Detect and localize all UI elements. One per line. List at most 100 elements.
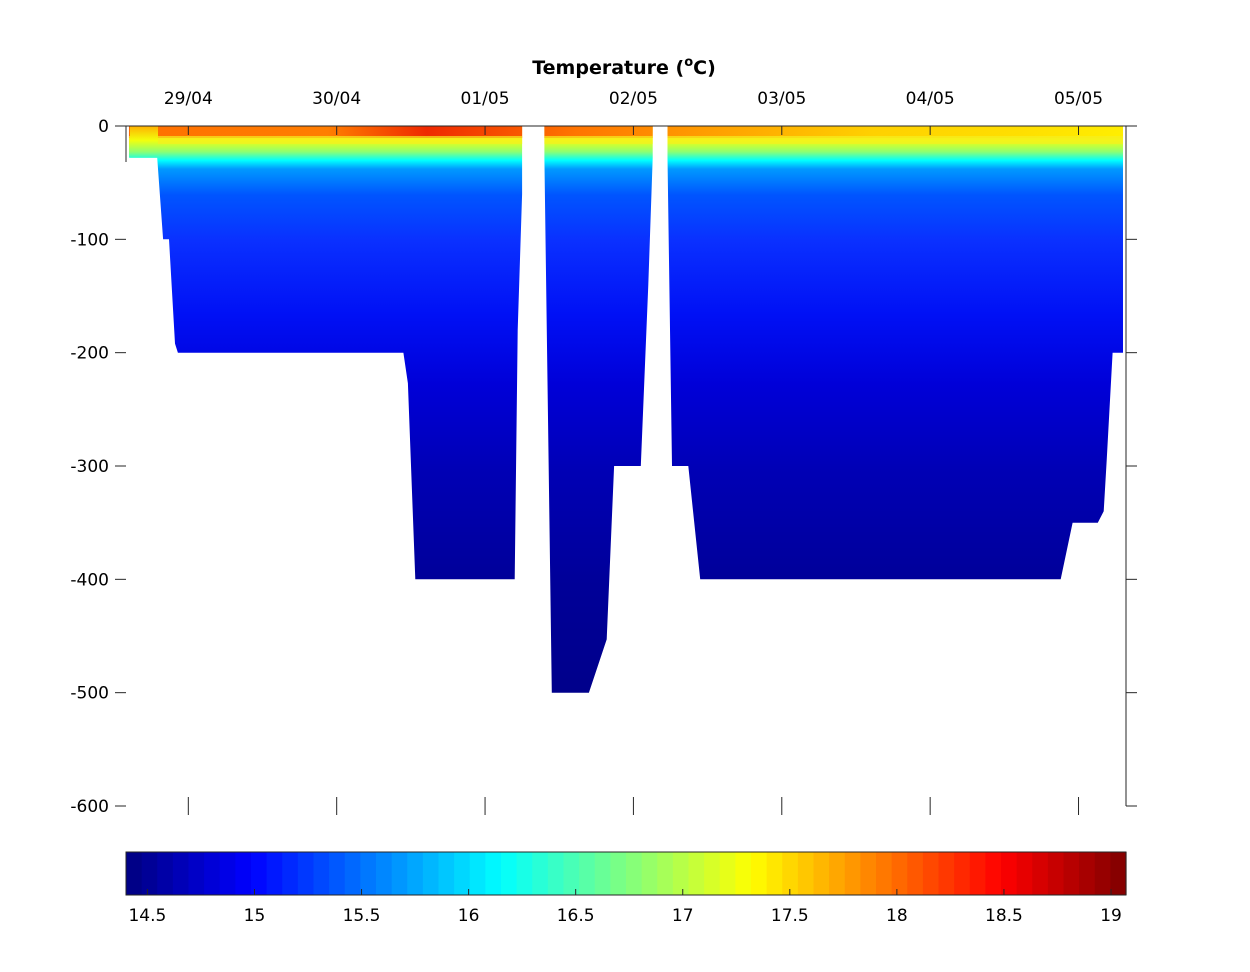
colorbar-swatch [360, 852, 377, 895]
colorbar-swatch [266, 852, 283, 895]
colorbar-swatch [579, 852, 596, 895]
colorbar-tick-label: 16 [458, 906, 480, 926]
surface-layer-1 [128, 126, 523, 138]
x-tick-label: 04/05 [906, 89, 955, 109]
x-tick-label: 29/04 [164, 89, 213, 109]
x-tick-label: 01/05 [461, 89, 510, 109]
colorbar-swatch [860, 852, 877, 895]
colorbar-swatch [985, 852, 1002, 895]
colorbar-swatch [969, 852, 986, 895]
data-segment-1 [129, 126, 523, 580]
colorbar-tick-label: 18.5 [985, 906, 1023, 926]
colorbar-frame [125, 851, 1127, 896]
colorbar-swatch [516, 852, 533, 895]
colorbar-swatch [844, 852, 861, 895]
colorbar-swatch [891, 852, 908, 895]
colorbar-swatch [735, 852, 752, 895]
colorbar-tick-label: 17.5 [771, 906, 809, 926]
colorbar-swatch [610, 852, 627, 895]
colorbar-swatch [719, 852, 736, 895]
colorbar-swatch [829, 852, 846, 895]
colorbar-swatch [641, 852, 658, 895]
plot-area [128, 126, 1124, 693]
colorbar-swatch [1016, 852, 1033, 895]
chart-title: Temperature (oC) [532, 55, 716, 79]
colorbar-swatch [1079, 852, 1096, 895]
surface-transition-1 [128, 136, 523, 144]
colorbar-swatch [751, 852, 768, 895]
y-tick-label: -100 [70, 230, 109, 250]
colorbar-tick-label: 19 [1100, 906, 1122, 926]
colorbar-ticks: 14.5 15 15.5 16 16.5 17 17.5 18 18.5 19 [128, 889, 1122, 926]
colorbar-swatch [704, 852, 721, 895]
colorbar-swatch [922, 852, 940, 895]
colorbar-swatch [876, 852, 893, 895]
colorbar-swatch [485, 852, 502, 895]
data-segment-edge [130, 126, 158, 158]
y-tick-label: -500 [70, 684, 109, 704]
x-tick-label: 30/04 [312, 89, 361, 109]
x-tick-label: 02/05 [609, 89, 658, 109]
colorbar-swatch [235, 852, 252, 895]
colorbar-tick-label: 16.5 [557, 906, 595, 926]
colorbar-swatch [407, 852, 424, 895]
x-axis-ticks: 29/04 30/04 01/05 02/05 03/05 04/05 05/05 [164, 89, 1103, 815]
colorbar-tick-label: 17 [672, 906, 694, 926]
data-segment-3 [667, 126, 1123, 580]
y-tick-label: -200 [70, 344, 109, 364]
colorbar-swatch [344, 852, 361, 895]
x-tick-label: 03/05 [757, 89, 806, 109]
colorbar-swatch [766, 852, 783, 895]
colorbar-swatch [313, 852, 330, 895]
colorbar-swatch [813, 852, 830, 895]
colorbar-swatch [672, 852, 690, 895]
colorbar-swatch [422, 852, 440, 895]
colorbar [125, 851, 1127, 896]
colorbar-swatch [1001, 852, 1018, 895]
colorbar-swatch [797, 852, 815, 895]
colorbar-swatch [438, 852, 455, 895]
colorbar-swatch [501, 852, 518, 895]
colorbar-tick-label: 15 [244, 906, 266, 926]
data-segment-2 [544, 126, 653, 693]
colorbar-swatch [1110, 852, 1127, 895]
colorbar-swatch [297, 852, 315, 895]
y-tick-label: -400 [70, 570, 109, 590]
colorbar-swatch [282, 852, 299, 895]
colorbar-swatch [157, 852, 174, 895]
colorbar-swatch [532, 852, 549, 895]
surface-transition-3 [667, 136, 1124, 144]
colorbar-swatch [219, 852, 236, 895]
colorbar-swatch [126, 852, 143, 895]
colorbar-swatch [204, 852, 221, 895]
colorbar-tick-label: 18 [886, 906, 908, 926]
colorbar-swatch [251, 852, 268, 895]
colorbar-swatch [954, 852, 971, 895]
colorbar-swatch [391, 852, 408, 895]
colorbar-swatch [1094, 852, 1111, 895]
colorbar-swatch [938, 852, 955, 895]
colorbar-swatch [1047, 852, 1065, 895]
y-tick-label: 0 [98, 117, 109, 137]
colorbar-swatch [454, 852, 471, 895]
colorbar-swatch [141, 852, 158, 895]
colorbar-swatch [688, 852, 705, 895]
colorbar-swatch [626, 852, 643, 895]
colorbar-swatch [329, 852, 346, 895]
colorbar-swatch [469, 852, 486, 895]
surface-transition-2 [544, 136, 653, 144]
colorbar-swatch [594, 852, 611, 895]
colorbar-swatch [657, 852, 674, 895]
colorbar-swatch [563, 852, 580, 895]
colorbar-swatch [782, 852, 799, 895]
colorbar-swatch [188, 852, 205, 895]
colorbar-swatch [907, 852, 924, 895]
surface-layer-2 [544, 126, 653, 138]
colorbar-tick-label: 14.5 [128, 906, 166, 926]
colorbar-tick-label: 15.5 [343, 906, 381, 926]
y-tick-label: -600 [70, 797, 109, 817]
x-tick-label: 05/05 [1054, 89, 1103, 109]
colorbar-swatch [1063, 852, 1080, 895]
y-tick-label: -300 [70, 457, 109, 477]
